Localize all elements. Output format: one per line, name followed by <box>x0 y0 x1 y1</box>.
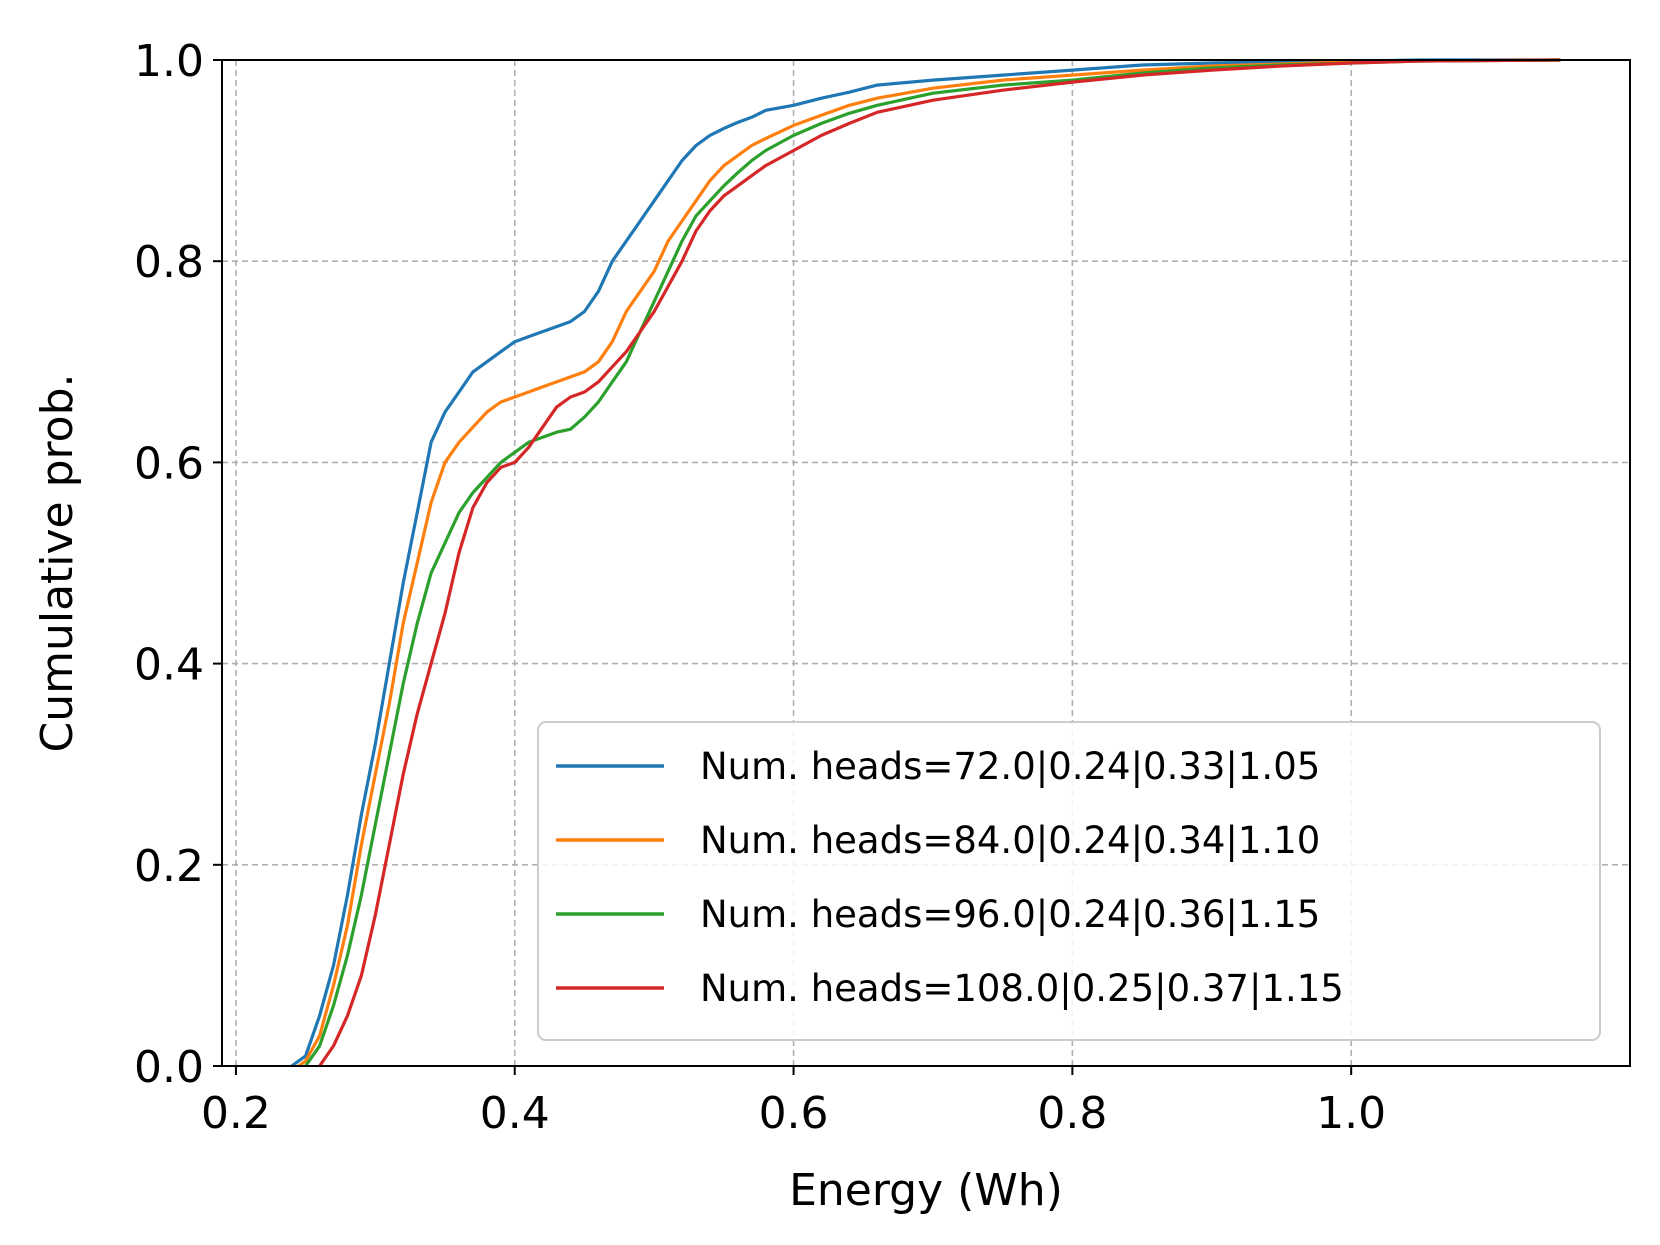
series-line-0 <box>290 58 1561 1068</box>
series-layer <box>290 58 1561 1068</box>
series-line-2 <box>304 58 1561 1067</box>
y-tick-label-2: 0.4 <box>134 640 204 691</box>
x-tick-label-3: 0.8 <box>1037 1088 1107 1139</box>
x-tick-label-4: 1.0 <box>1316 1088 1386 1139</box>
x-tick-label-0: 0.2 <box>201 1088 271 1139</box>
legend-label-0: Num. heads=72.0|0.24|0.33|1.05 <box>700 745 1320 788</box>
plot-frame <box>221 59 1631 1067</box>
ticks: 0.2 0.4 0.6 0.8 1.00.00.20.40.60.81.0 <box>134 36 1386 1139</box>
legend-label-1: Num. heads=84.0|0.24|0.34|1.10 <box>700 819 1320 862</box>
y-tick-label-0: 0.0 <box>134 1042 204 1093</box>
y-tick-label-1: 0.2 <box>134 841 204 892</box>
legend-box <box>537 721 1601 1041</box>
x-tick-label-2: 0.6 <box>759 1088 829 1139</box>
legend-label-2: Num. heads=96.0|0.24|0.36|1.15 <box>700 893 1320 936</box>
y-tick-label-3: 0.6 <box>134 438 204 489</box>
series-line-1 <box>297 58 1561 1068</box>
series-line-3 <box>318 58 1561 1067</box>
y-tick-label-5: 1.0 <box>134 36 204 87</box>
y-tick-label-4: 0.8 <box>134 237 204 288</box>
y-axis-title: Cumulative prob. <box>32 373 83 752</box>
x-tick-label-1: 0.4 <box>480 1088 550 1139</box>
x-axis-title: Energy (Wh) <box>789 1165 1063 1216</box>
legend-label-3: Num. heads=108.0|0.25|0.37|1.15 <box>700 967 1344 1010</box>
legend: Num. heads=72.0|0.24|0.33|1.05 Num. heads… <box>537 721 1601 1041</box>
